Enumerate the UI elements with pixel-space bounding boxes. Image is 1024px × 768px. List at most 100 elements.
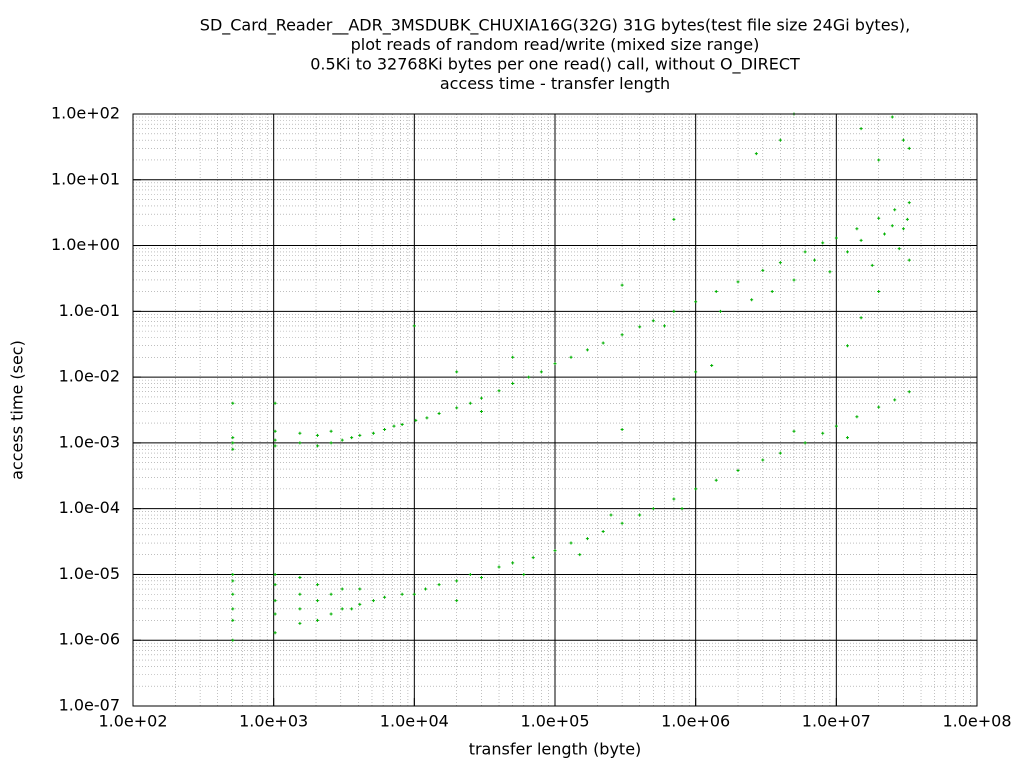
y-tick-label: 1.0e-04 — [59, 498, 120, 517]
point — [392, 424, 396, 428]
point — [761, 458, 765, 462]
point — [273, 631, 277, 635]
point — [651, 319, 655, 323]
y-tick-label: 1.0e-07 — [59, 696, 120, 715]
point — [273, 572, 277, 576]
point — [527, 375, 531, 379]
point — [298, 441, 302, 445]
x-tick-label: 1.0e+06 — [661, 712, 730, 731]
point — [315, 583, 319, 587]
point — [901, 227, 905, 231]
point — [400, 423, 404, 427]
point — [553, 549, 557, 553]
point — [273, 444, 277, 448]
chart-title: SD_Card_Reader__ADR_3MSDUBK_CHUXIA16G(32… — [200, 16, 910, 36]
point — [340, 607, 344, 611]
point — [329, 592, 333, 596]
point — [620, 283, 624, 287]
point — [298, 431, 302, 435]
point — [329, 429, 333, 433]
point — [877, 216, 881, 220]
point — [578, 553, 582, 557]
point — [531, 556, 535, 560]
point — [859, 238, 863, 242]
point — [893, 398, 897, 402]
point — [315, 444, 319, 448]
point — [672, 309, 676, 313]
point — [834, 236, 838, 240]
point — [680, 507, 684, 511]
point — [845, 344, 849, 348]
point — [553, 362, 557, 366]
point — [358, 602, 362, 606]
point — [897, 247, 901, 251]
point — [907, 201, 911, 205]
point — [638, 325, 642, 329]
point — [792, 429, 796, 433]
point — [400, 592, 404, 596]
point — [901, 138, 905, 142]
point — [714, 478, 718, 482]
point — [893, 208, 897, 212]
point — [298, 607, 302, 611]
point — [662, 324, 666, 328]
chart-title: access time - transfer length — [440, 74, 670, 93]
point — [539, 370, 543, 374]
x-axis-label: transfer length (byte) — [469, 740, 642, 759]
point — [672, 217, 676, 221]
point — [890, 224, 894, 228]
y-tick-label: 1.0e-03 — [59, 432, 120, 451]
x-tick-label: 1.0e+04 — [380, 712, 449, 731]
point — [231, 436, 235, 440]
point — [231, 441, 235, 445]
point — [778, 451, 782, 455]
point — [479, 410, 483, 414]
point — [383, 595, 387, 599]
point — [315, 618, 319, 622]
point — [821, 431, 825, 435]
y-tick-label: 1.0e-02 — [59, 367, 120, 386]
point — [585, 537, 589, 541]
point — [414, 418, 418, 422]
point — [859, 127, 863, 131]
point — [609, 513, 613, 517]
y-tick-label: 1.0e+02 — [51, 104, 120, 123]
point — [620, 333, 624, 337]
point — [620, 521, 624, 525]
point — [870, 263, 874, 267]
point — [792, 278, 796, 282]
point — [358, 587, 362, 591]
point — [455, 406, 459, 410]
y-tick-label: 1.0e-01 — [59, 301, 120, 320]
point — [231, 579, 235, 583]
point — [651, 507, 655, 511]
point — [340, 438, 344, 442]
point — [315, 599, 319, 603]
point — [834, 424, 838, 428]
point — [371, 599, 375, 603]
points — [231, 112, 911, 642]
y-tick-label: 1.0e+01 — [51, 169, 120, 188]
point — [585, 348, 589, 352]
point — [231, 572, 235, 576]
point — [569, 355, 573, 359]
point — [412, 324, 416, 328]
point — [714, 290, 718, 294]
point — [694, 487, 698, 491]
point — [511, 355, 515, 359]
point — [638, 513, 642, 517]
y-axis-label: access time (sec) — [8, 340, 27, 480]
y-tick-label: 1.0e+00 — [51, 235, 120, 254]
point — [672, 497, 676, 501]
point — [329, 612, 333, 616]
point — [803, 441, 807, 445]
point — [601, 341, 605, 345]
point — [479, 575, 483, 579]
point — [231, 607, 235, 611]
point — [890, 115, 894, 119]
point — [601, 529, 605, 533]
point — [273, 583, 277, 587]
point — [329, 441, 333, 445]
point — [231, 638, 235, 642]
point — [883, 232, 887, 236]
